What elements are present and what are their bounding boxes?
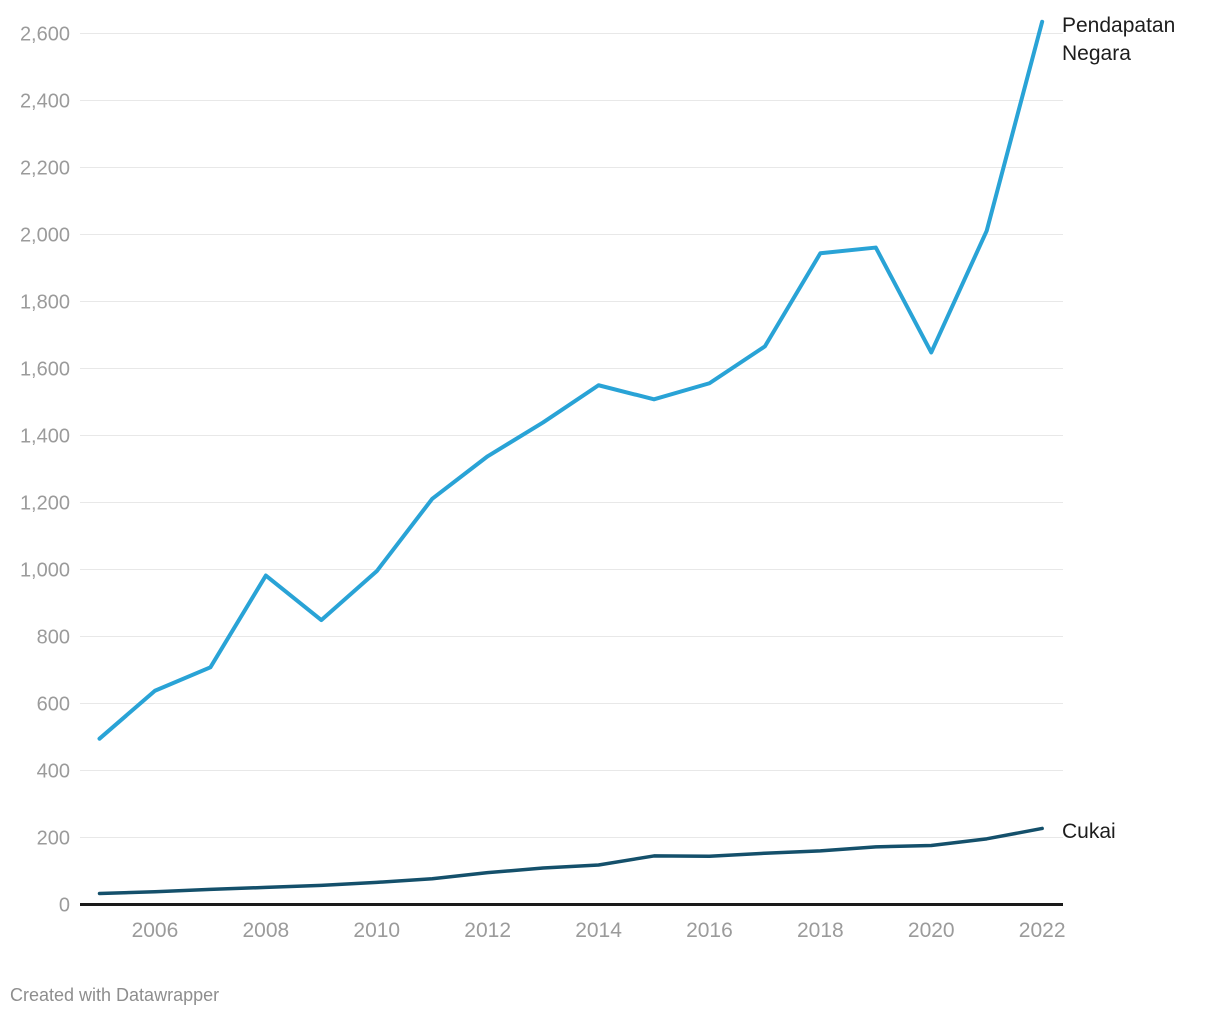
series-label-pendapatan-negara: Pendapatan Negara <box>1062 14 1176 65</box>
x-tick-label: 2018 <box>797 919 844 942</box>
y-tick-label: 2,200 <box>20 158 70 180</box>
y-tick-label: 1,400 <box>20 426 70 448</box>
x-tick-label: 2010 <box>353 919 400 942</box>
y-tick-label: 200 <box>37 828 70 850</box>
y-tick-label: 1,000 <box>20 560 70 582</box>
y-tick-label: 1,200 <box>20 493 70 515</box>
line-chart-canvas: 0 200 400 600 800 1,000 1,200 1,400 1,600 1,800 2,… <box>20 19 1066 942</box>
series-label-cukai: Cukai <box>1062 820 1116 843</box>
x-tick-label: 2006 <box>132 919 179 942</box>
y-tick-label: 800 <box>37 627 70 649</box>
y-tick-label: 2,000 <box>20 225 70 247</box>
x-tick-label: 2020 <box>908 919 955 942</box>
x-tick-label: 2008 <box>242 919 289 942</box>
y-tick-label: 1,800 <box>20 292 70 314</box>
datawrapper-attribution: Created with Datawrapper <box>10 985 220 1005</box>
y-tick-label: 0 <box>59 895 70 917</box>
x-tick-label: 2012 <box>464 919 511 942</box>
x-tick-label: 2016 <box>686 919 733 942</box>
cukai-line <box>97 826 1044 896</box>
x-tick-label: 2022 <box>1019 919 1066 942</box>
y-tick-label: 2,600 <box>20 24 70 46</box>
y-tick-label: 600 <box>37 694 70 716</box>
x-tick-label: 2014 <box>575 919 622 942</box>
y-tick-label: 400 <box>37 761 70 783</box>
pendapatan-negara-line <box>97 19 1045 741</box>
y-tick-label: 1,600 <box>20 359 70 381</box>
y-tick-label: 2,400 <box>20 91 70 113</box>
